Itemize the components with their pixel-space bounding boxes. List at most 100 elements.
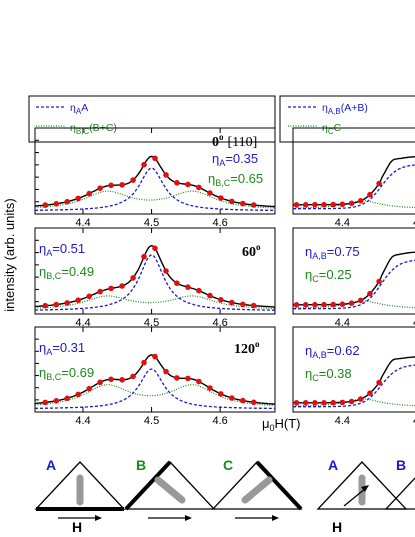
svg-text:ηA=0.35: ηA=0.35 (212, 151, 258, 168)
triangle-outline (316, 461, 408, 510)
triangle-thick-edge (124, 460, 172, 511)
x-tick-label: 4.5 (144, 415, 159, 427)
x-tick-label-right: 4.4 (335, 415, 350, 427)
panel-right-0-frame (292, 127, 415, 215)
x-tick-label: 4.5 (144, 217, 159, 229)
data-point (218, 195, 224, 201)
data-point (218, 391, 224, 397)
x-tick-label-right-2: 4 (413, 217, 415, 229)
data-point (163, 172, 169, 178)
right-data-point (293, 302, 300, 308)
data-point (108, 182, 114, 189)
data-point (185, 181, 191, 188)
svg-text:120o: 120o (234, 339, 260, 357)
data-point (250, 399, 257, 406)
data-point (250, 302, 257, 309)
data-point (207, 292, 213, 299)
panel-left-1-annotations: 60o ηA=0.51 ηB,C=0.49 (39, 241, 261, 281)
data-point (53, 201, 60, 207)
triangle-diagrams: A H B C A H B (34, 457, 415, 535)
x-tick-label-right: 4.4 (335, 317, 350, 329)
data-point (185, 375, 191, 382)
data-point (75, 297, 81, 304)
panel-right-2-frame (292, 326, 415, 413)
data-point (196, 184, 202, 191)
data-point (152, 245, 158, 252)
data-point (152, 155, 158, 162)
series-green-line-2 (34, 384, 276, 407)
triangle-letter: C (223, 457, 233, 473)
panel-left-1-frame (34, 227, 276, 315)
panel-left-0-frame (34, 127, 276, 215)
svg-text:60o: 60o (242, 242, 261, 260)
right-data-point (302, 202, 309, 208)
x-tick-label: 4.4 (75, 217, 90, 229)
right-data-point (330, 399, 337, 406)
field-arrow-line (343, 487, 367, 507)
field-arrow-head (361, 485, 369, 492)
data-point (185, 284, 191, 290)
data-point (250, 202, 257, 208)
data-point (108, 285, 114, 292)
data-point (64, 300, 70, 306)
right-data-point (367, 191, 373, 198)
right-data-point (348, 398, 355, 405)
right-data-point (339, 201, 346, 208)
triangle-letter: B (396, 457, 406, 473)
data-point (240, 301, 246, 308)
y-axis-label: intensity (arb. units) (2, 198, 17, 311)
x-tick-label-right-2: 4 (413, 415, 415, 427)
data-point (229, 299, 235, 306)
series-green-line-0 (34, 190, 276, 209)
field-label: H (72, 519, 82, 535)
right-data-point (321, 301, 327, 308)
data-point (53, 398, 60, 404)
field-arrow-head (95, 515, 102, 521)
x-tick-label: 4.6 (212, 217, 227, 229)
data-point (130, 373, 136, 380)
panel-right-1-frame (292, 227, 415, 315)
data-point (141, 161, 147, 168)
right-data-point (302, 302, 309, 308)
panel-left-2-annotations: 120o ηA=0.31 ηB,C=0.69 (39, 339, 260, 382)
data-point (108, 376, 114, 383)
svg-text:ηB,C=0.49: ηB,C=0.49 (39, 264, 94, 281)
x-tick-label: 4.6 (212, 317, 227, 329)
right-blue-line-2 (293, 364, 415, 408)
data-point (229, 395, 235, 401)
data-point (240, 397, 246, 404)
data-point (75, 391, 81, 398)
data-point (174, 180, 180, 186)
series-blue-line-2 (35, 368, 275, 410)
data-point (97, 379, 103, 386)
data-point (53, 301, 60, 308)
data-point (207, 385, 213, 391)
right-data-point (376, 278, 382, 285)
svg-text:ηA=0.51: ηA=0.51 (39, 241, 85, 258)
triangle-thick-edge (255, 460, 303, 511)
data-point (218, 297, 224, 303)
right-data-point (339, 301, 346, 308)
x-tick-label: 4.6 (212, 415, 227, 427)
svg-text:ηC=0.38: ηC=0.38 (305, 366, 352, 383)
x-tick-label: 4.5 (144, 317, 159, 329)
svg-text:ηC=0.25: ηC=0.25 (305, 267, 352, 284)
right-data-point (330, 301, 337, 308)
right-data-point (348, 200, 355, 207)
series-blue-line-1 (34, 254, 275, 311)
right-data-point (312, 400, 318, 406)
data-point (42, 399, 49, 406)
right-data-point (357, 198, 364, 204)
legend-left: ηAA ηB,C(B+C) (28, 95, 276, 143)
svg-text:ηB,C=0.65: ηB,C=0.65 (208, 171, 263, 188)
data-point (141, 359, 147, 366)
data-point (207, 190, 213, 196)
data-point (196, 287, 202, 294)
right-data-point (339, 399, 346, 406)
data-point (163, 368, 169, 375)
data-point (42, 202, 49, 208)
right-data-point (321, 400, 327, 406)
data-point (119, 283, 125, 289)
triangle-letter: A (328, 457, 338, 473)
data-point (240, 200, 246, 207)
